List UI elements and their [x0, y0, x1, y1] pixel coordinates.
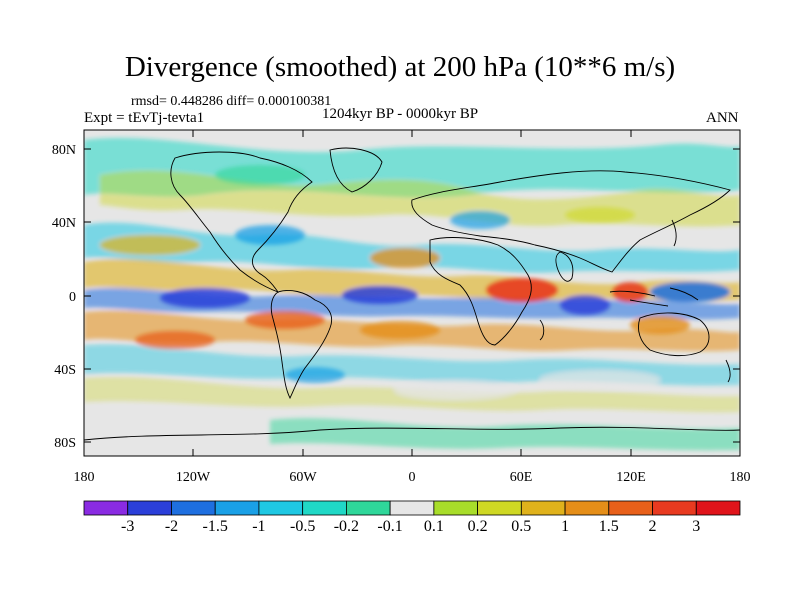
rmsd-stats: rmsd= 0.448286 diff= 0.000100381: [131, 94, 332, 109]
coastlines: [84, 147, 740, 441]
colorbar-label: -1: [252, 518, 266, 535]
colorbar-box: [389, 500, 435, 516]
lon-axis: [83, 130, 741, 456]
colorbar-box: [83, 500, 129, 516]
lon-tick-label: 180: [74, 470, 95, 485]
map-title: Divergence (smoothed) at 200 hPa (10**6 …: [124, 51, 676, 83]
colorbar-label: 3: [692, 518, 701, 535]
lon-tick-label: 120W: [176, 470, 211, 485]
lat-tick-label: 40N: [52, 216, 76, 231]
colorbar-label: -0.2: [333, 518, 360, 535]
contour-band-cyan-nh: [84, 222, 740, 273]
colorbar-box: [258, 500, 304, 516]
coast-greenland: [329, 147, 383, 193]
lon-tick-label: 0: [409, 470, 416, 485]
blob-orange-australia: [630, 316, 690, 334]
colorbar-label: 0.1: [423, 518, 444, 535]
lat-tick-labels: 80N 40N 0 40S 80S: [52, 143, 76, 451]
coast-indonesia: [609, 287, 699, 307]
lat-tick-label: 80S: [54, 436, 76, 451]
colorbar-box: [608, 500, 653, 516]
coast-india: [555, 251, 574, 282]
contour-band-orange-eq-north: [84, 258, 740, 302]
lat-tick-label: 40S: [54, 363, 76, 378]
coast-north-america: [170, 151, 313, 293]
colorbar-label: 1.5: [598, 518, 619, 535]
blob-blue-atlantic: [342, 286, 418, 304]
colorbar-label: -0.1: [377, 518, 403, 535]
colorbar-box: [520, 500, 566, 516]
colorbar-label: -3: [121, 518, 135, 535]
colorbar-box: [171, 500, 216, 516]
blob-blue-central-pacific: [160, 288, 250, 308]
colorbar-box: [433, 500, 478, 516]
colorbar-label: 2: [648, 518, 657, 535]
coast-eurasia: [411, 170, 731, 273]
blob-gray-gap-2: [540, 371, 660, 389]
colorbar-box: [695, 500, 741, 516]
blob-orange-north-pacific: [100, 235, 200, 255]
colorbar-label: 0.2: [467, 518, 488, 535]
colorbar-box: [302, 500, 347, 516]
colorbar-label: 1: [561, 518, 570, 535]
colorbar-box: [564, 500, 610, 516]
lon-tick-labels: 180 120W 60W 0 60E 120E 180: [74, 470, 751, 485]
colorbar-box: [214, 500, 260, 516]
coast-australia: [638, 312, 710, 357]
blob-blue-indian: [560, 295, 610, 315]
lat-axis: [84, 148, 740, 443]
blob-blue-west-pacific: [650, 282, 730, 302]
colorbar-label: -1.5: [202, 518, 228, 535]
field-contours: [84, 137, 740, 451]
blob-yellow-asia: [565, 207, 635, 223]
coast-japan: [671, 219, 677, 247]
blob-orange-north-atlantic: [370, 248, 440, 268]
lon-tick-label: 120E: [616, 470, 646, 485]
blob-orange-south-atlantic: [360, 321, 440, 339]
coast-madagascar: [539, 319, 545, 341]
colorbar: [83, 500, 741, 516]
blob-blue-europe: [450, 211, 510, 229]
blob-gray-gap-1: [395, 381, 515, 399]
colorbar-box: [652, 500, 697, 516]
colorbar-box: [127, 500, 172, 516]
colorbar-box: [477, 500, 522, 516]
lat-tick-label: 80N: [52, 143, 76, 158]
blob-green-arctic: [215, 165, 305, 185]
coast-antarctica: [84, 426, 740, 441]
season-label: ANN: [706, 110, 739, 126]
contour-band-green-south: [270, 418, 740, 451]
lat-tick-label: 0: [69, 290, 76, 305]
period-label: 1204kyr BP - 0000kyr BP: [322, 106, 479, 122]
colorbar-label: -2: [164, 518, 179, 535]
lon-tick-label: 180: [730, 470, 751, 485]
colorbar-label: -0.5: [290, 518, 316, 535]
blob-red-africa: [486, 278, 558, 302]
coast-africa: [429, 237, 532, 346]
blob-blue-sh-midlat: [285, 367, 345, 383]
blob-orange-south-pacific: [135, 331, 215, 349]
colorbar-box: [345, 500, 391, 516]
colorbar-label: 0.5: [511, 518, 532, 535]
blob-orange-east-pacific: [245, 311, 325, 329]
coast-new-zealand: [725, 359, 731, 383]
coast-south-america: [270, 289, 333, 400]
blob-blue-north-america: [235, 225, 305, 245]
lon-tick-label: 60E: [510, 470, 533, 485]
experiment-label: Expt = tEvTj-tevta1: [84, 110, 205, 126]
lon-tick-label: 60W: [289, 470, 317, 485]
